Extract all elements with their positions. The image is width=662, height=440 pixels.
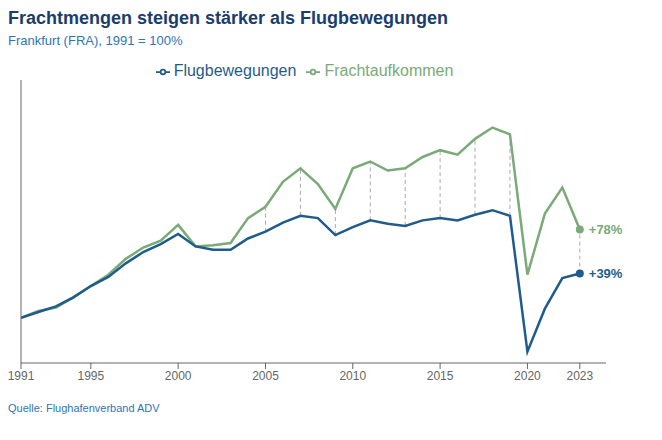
html-text:Frachtaufkommen: Frachtaufkommen: [324, 62, 454, 79]
svg-text:+78%: +78%: [589, 222, 623, 237]
svg-text:2010: 2010: [339, 369, 366, 383]
html-text:Flugbewegungen: Flugbewegungen: [173, 62, 297, 79]
svg-text:2020: 2020: [514, 369, 541, 383]
svg-text:2000: 2000: [165, 369, 192, 383]
html-text:Frachtmengen steigen stärker a: Frachtmengen steigen stärker als Flugbew…: [8, 8, 449, 28]
svg-text:+39%: +39%: [589, 266, 623, 281]
html-text:Quelle: Flughafenverband ADV: Quelle: Flughafenverband ADV: [8, 402, 160, 414]
svg-text:2015: 2015: [427, 369, 454, 383]
svg-text:2023: 2023: [566, 369, 593, 383]
svg-text:2005: 2005: [252, 369, 279, 383]
svg-text:1991: 1991: [8, 369, 35, 383]
svg-text:1995: 1995: [77, 369, 104, 383]
html-text:Frankfurt (FRA), 1991 = 100%: Frankfurt (FRA), 1991 = 100%: [8, 33, 183, 48]
